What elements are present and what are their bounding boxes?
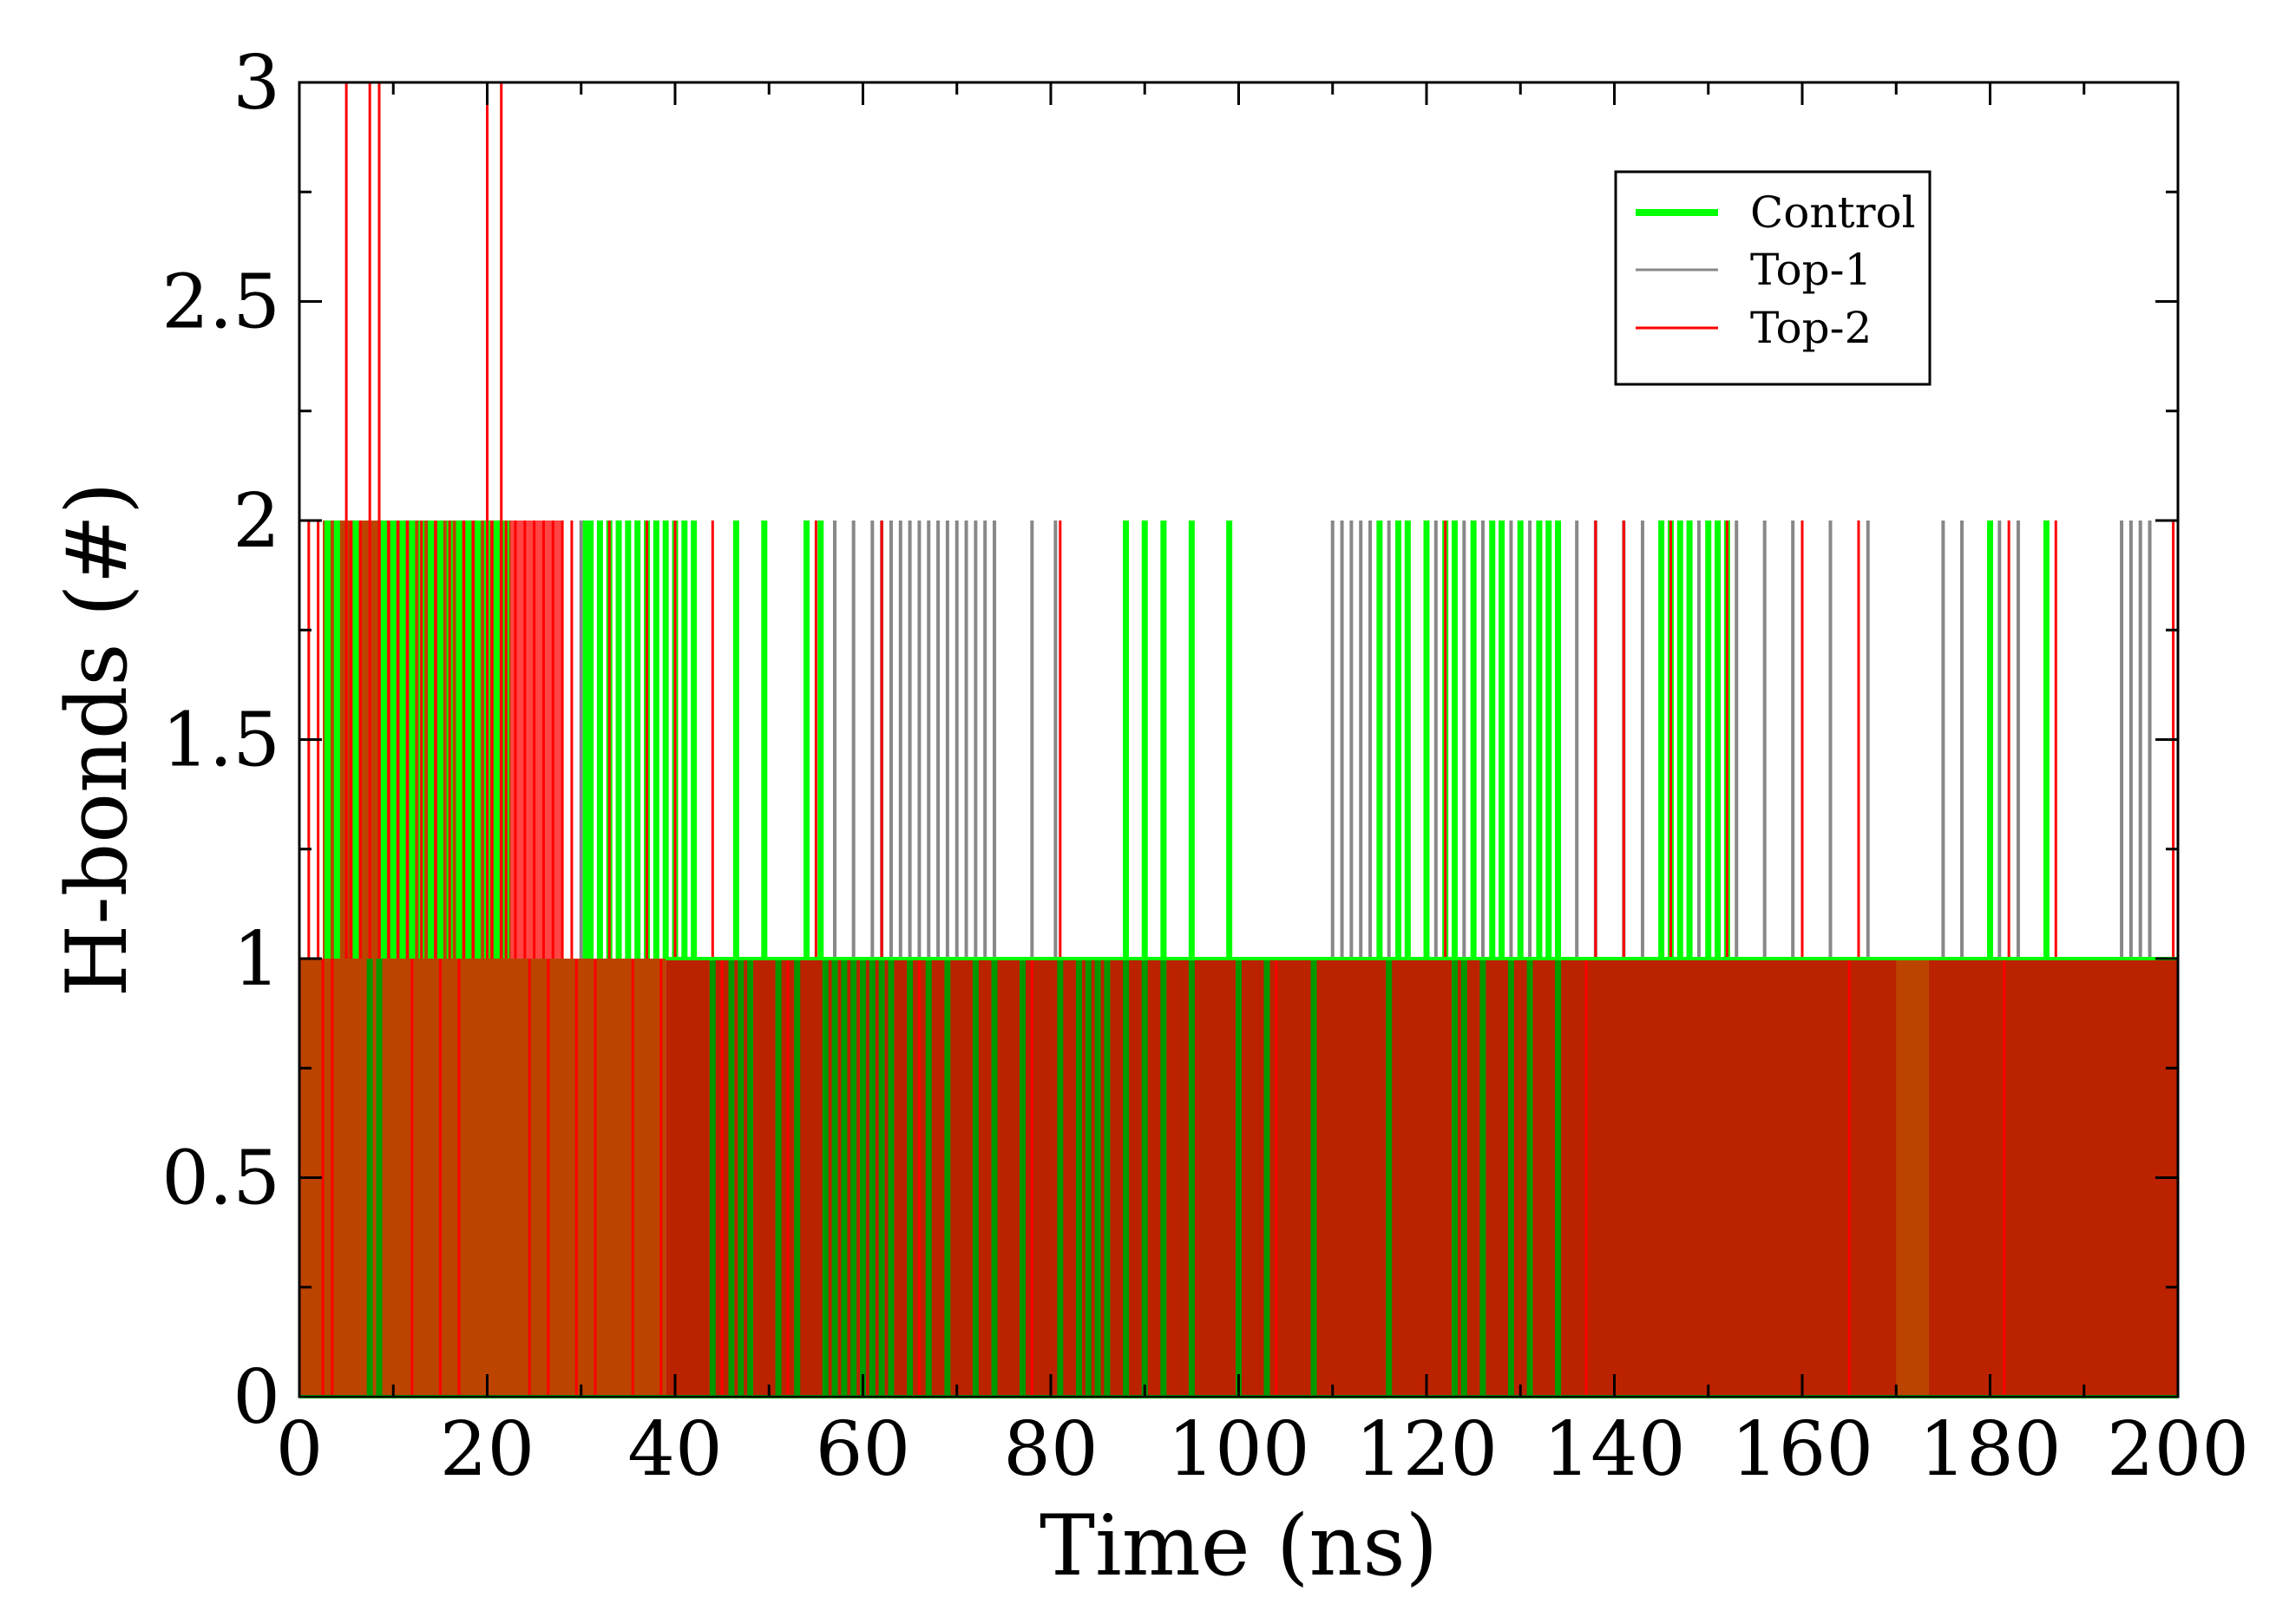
legend-label-control: Control	[1750, 187, 1916, 238]
x-tick-label-10: 200	[2107, 1406, 2249, 1493]
x-tick-label-4: 80	[1003, 1406, 1098, 1493]
legend-label-top-2: Top-2	[1750, 303, 1872, 353]
x-tick-label-6: 120	[1355, 1406, 1498, 1493]
y-tick-label-0: 0	[233, 1354, 280, 1441]
x-tick-label-5: 100	[1167, 1406, 1309, 1493]
overlap-region-2	[510, 521, 563, 959]
x-tick-label-7: 140	[1543, 1406, 1685, 1493]
y-tick-label-5: 2.5	[161, 259, 280, 346]
x-tick-label-2: 40	[627, 1406, 722, 1493]
y-tick-label-2: 1	[233, 916, 280, 1003]
x-axis-label: Time (ns)	[1040, 1497, 1438, 1595]
x-tick-label-8: 160	[1731, 1406, 1873, 1493]
legend-box	[1614, 170, 1932, 386]
x-tick-label-0: 0	[276, 1406, 324, 1493]
x-tick-label-3: 60	[816, 1406, 910, 1493]
x-tick-label-9: 180	[1919, 1406, 2061, 1493]
y-tick-label-3: 1.5	[161, 697, 280, 784]
x-tick-label-1: 20	[440, 1406, 535, 1493]
legend: Control Top-1 Top-2	[1614, 170, 1932, 386]
plot-fill-layer	[299, 521, 2178, 1397]
y-tick-label-6: 3	[233, 40, 280, 127]
x-axis-ticks: 0 20 40 60 80 100 120 140 160 180 200	[276, 82, 2249, 1493]
y-axis-ticks: 0 0.5 1 1.5 2 2.5 3	[161, 40, 2178, 1441]
legend-label-top-1: Top-1	[1750, 245, 1872, 295]
overlap-region-0	[299, 959, 666, 1397]
y-tick-label-1: 0.5	[161, 1136, 280, 1222]
overlap-region-4	[1896, 959, 1930, 1397]
y-tick-label-4: 2	[233, 478, 280, 565]
plot-series-layer	[299, 82, 2178, 1398]
y-axis-label: H-bonds (#)	[49, 482, 146, 998]
